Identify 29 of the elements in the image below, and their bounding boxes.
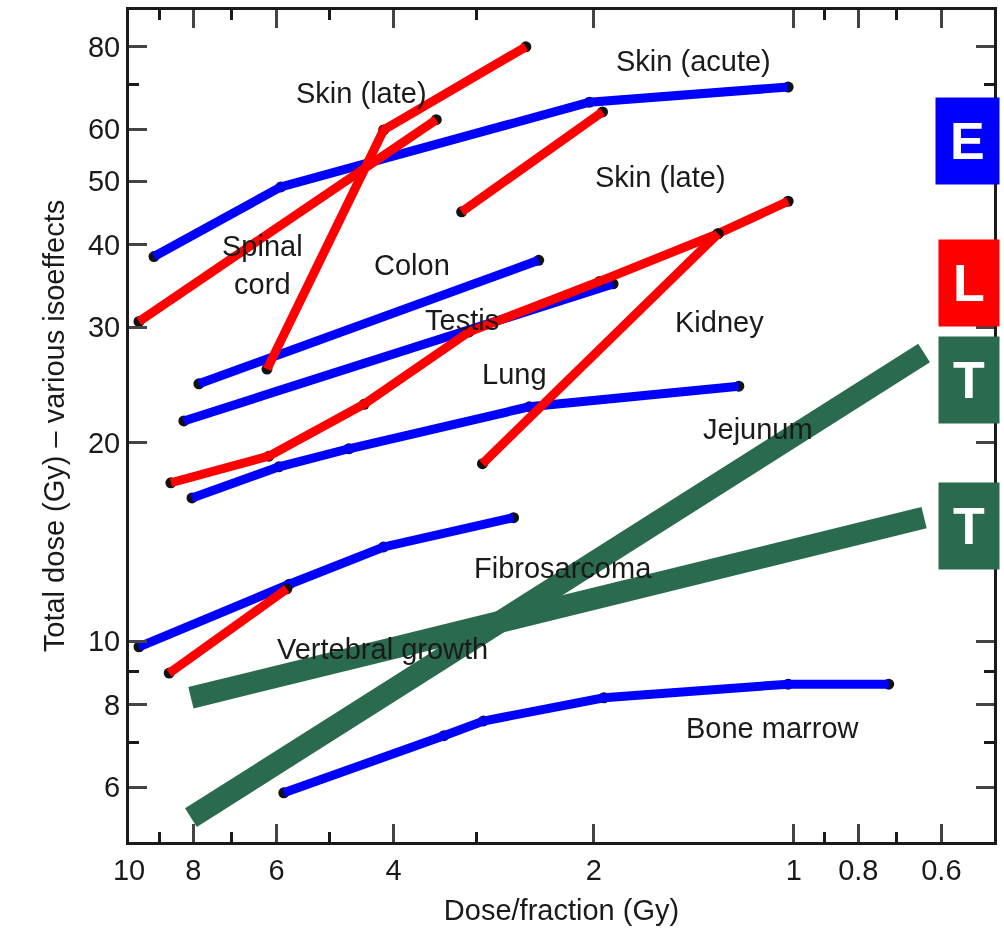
annotation: T: [953, 351, 985, 409]
annotation: Kidney: [675, 306, 765, 338]
y-tick-label: 10: [87, 625, 121, 658]
y-tick-label: 8: [104, 688, 121, 721]
y-tick-label: 20: [87, 427, 121, 460]
y-tick-label: 40: [87, 229, 121, 262]
annotation: Bone marrow: [686, 712, 860, 744]
annotation: Lung: [482, 358, 547, 390]
y-tick-label: 6: [104, 771, 121, 804]
x-tick-label: 4: [385, 853, 402, 886]
annotation: Colon: [374, 249, 450, 281]
annotation: Skin (late): [296, 77, 427, 109]
x-tick-label: 0.6: [921, 853, 962, 886]
annotation: L: [953, 254, 985, 312]
y-tick-label: 80: [87, 30, 121, 63]
x-tick-label: 2: [585, 853, 602, 886]
annotation: Skin (late): [595, 161, 726, 193]
x-tick-label: 1: [785, 853, 802, 886]
y-tick-label: 30: [87, 311, 121, 344]
x-tick-label: 8: [185, 853, 202, 886]
x-tick-label: 6: [268, 853, 285, 886]
annotation: T: [953, 497, 985, 555]
x-tick-label: 0.8: [838, 853, 879, 886]
x-axis-title: Dose/fraction (Gy): [443, 893, 680, 926]
y-axis-title: Total dose (Gy) – various isoeffects: [38, 199, 71, 653]
annotation: Skin (acute): [616, 45, 771, 77]
annotation: E: [950, 112, 985, 170]
y-tick-label: 60: [87, 113, 121, 146]
y-tick-label: 50: [87, 165, 121, 198]
